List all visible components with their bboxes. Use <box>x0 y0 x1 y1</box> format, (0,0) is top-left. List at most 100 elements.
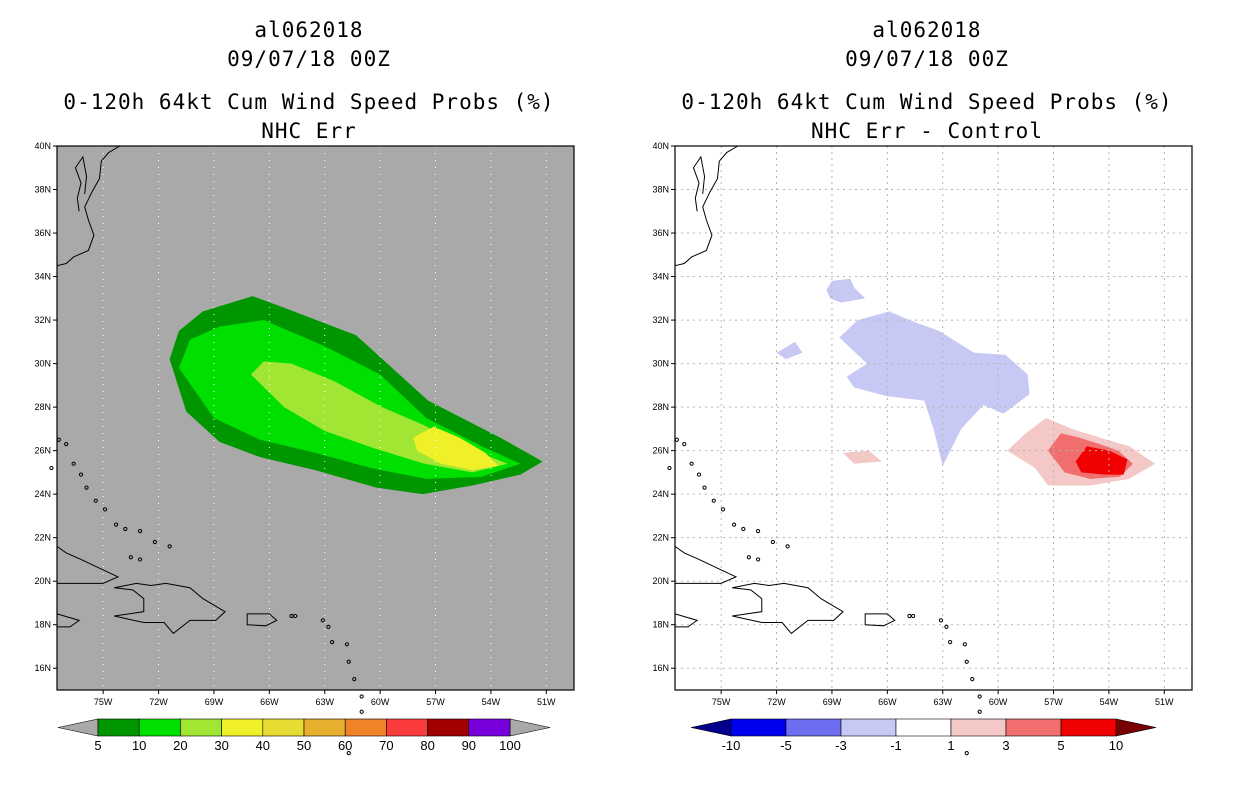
lat-tick-label: 28N <box>652 402 669 412</box>
island <box>944 624 949 629</box>
colorbar-label: -10 <box>722 738 741 753</box>
island <box>293 613 298 619</box>
lat-tick-label: 20N <box>34 576 51 586</box>
coastline-eastCoast <box>674 145 739 267</box>
contour-region <box>826 278 866 303</box>
coastline-hispaniola <box>114 582 226 635</box>
left-title: 0-120h 64kt Cum Wind Speed Probs (%) <box>63 90 555 114</box>
colorbar-swatch <box>262 718 305 737</box>
lon-tick-label: 60W <box>371 697 390 707</box>
colorbar-label: 1 <box>947 738 954 753</box>
colorbar-swatch <box>344 718 387 737</box>
colorbar-label: 10 <box>1109 738 1123 753</box>
island <box>720 507 726 512</box>
island <box>702 485 707 490</box>
lat-tick-label: 34N <box>652 272 669 282</box>
left-panel: al062018 09/07/18 00Z 0-120h 64kt Cum Wi… <box>63 18 555 143</box>
map-panel-left: 75W 72W 69W 66W 63W 60W 57W 54W 51W 16N 18N 20N 22N 2… <box>34 141 575 756</box>
lat-tick-label: 22N <box>34 533 51 543</box>
lat-tick-label: 24N <box>34 489 51 499</box>
map-frame <box>674 145 1193 691</box>
lon-tick-label: 54W <box>1100 697 1119 707</box>
island <box>113 522 119 527</box>
colorbar-swatch <box>303 718 346 737</box>
lat-tick-label: 22N <box>652 533 669 543</box>
left-storm-id: al062018 <box>254 18 364 42</box>
coastline-chesapeake <box>692 155 706 212</box>
colorbar-label: 5 <box>1057 738 1064 753</box>
island <box>167 544 172 549</box>
island <box>746 555 751 560</box>
lat-tick-label: 26N <box>652 446 669 456</box>
island <box>696 472 702 477</box>
lat-tick-label: 16N <box>652 663 669 673</box>
colorbar-swatch <box>138 718 181 737</box>
colorbar-swatch <box>1060 718 1117 737</box>
island <box>78 472 84 477</box>
colorbar-swatch <box>427 718 470 737</box>
colorbar-swatch <box>221 718 264 737</box>
contour-region <box>776 341 803 360</box>
lon-tick-label: 72W <box>767 697 786 707</box>
coastline-chesapeake <box>74 155 88 212</box>
lon-tick-label: 63W <box>315 697 334 707</box>
colorbar-label: -3 <box>835 738 847 753</box>
colorbar-above-arrow <box>1115 718 1157 737</box>
coastline-hispaniola <box>732 582 844 635</box>
contour-region <box>413 426 499 471</box>
lat-tick-label: 34N <box>34 272 51 282</box>
colorbar-label: 40 <box>256 738 270 753</box>
lon-tick-label: 57W <box>1044 697 1063 707</box>
island <box>64 442 69 447</box>
island <box>359 694 364 699</box>
colorbar-swatch <box>468 718 511 737</box>
map-panel-right: 75W 72W 69W 66W 63W 60W 57W 54W 51W 16N 18N 20N 22N 2… <box>652 141 1193 756</box>
lon-tick-label: 75W <box>94 697 113 707</box>
colorbar-swatch <box>840 718 897 737</box>
island <box>755 557 761 562</box>
island <box>970 677 975 682</box>
left-date: 09/07/18 00Z <box>227 47 391 71</box>
island <box>741 526 746 532</box>
right-title: 0-120h 64kt Cum Wind Speed Probs (%) <box>681 90 1173 114</box>
lat-tick-label: 36N <box>652 228 669 238</box>
island <box>320 618 325 623</box>
lon-tick-label: 54W <box>482 697 501 707</box>
lat-tick-label: 24N <box>652 489 669 499</box>
island <box>977 694 982 699</box>
island <box>352 677 357 682</box>
lat-tick-label: 36N <box>34 228 51 238</box>
island <box>682 442 687 447</box>
colorbar-label: 3 <box>1002 738 1009 753</box>
island <box>123 526 128 532</box>
colorbar-label: 30 <box>214 738 228 753</box>
colorbar-label: 90 <box>462 738 476 753</box>
colorbar-label: -1 <box>890 738 902 753</box>
lat-tick-label: 30N <box>652 359 669 369</box>
colorbar-label: 60 <box>338 738 352 753</box>
island <box>326 624 331 629</box>
lat-tick-label: 16N <box>34 663 51 673</box>
lat-tick-label: 28N <box>34 402 51 412</box>
island <box>731 522 737 527</box>
island <box>962 642 967 647</box>
island <box>128 555 133 560</box>
colorbar-label: 5 <box>94 738 101 753</box>
lon-tick-label: 69W <box>205 697 224 707</box>
island <box>938 618 943 623</box>
island <box>785 544 790 549</box>
island <box>359 709 364 714</box>
lat-tick-label: 40N <box>34 141 51 151</box>
lat-tick-label: 32N <box>34 315 51 325</box>
lon-tick-label: 60W <box>989 697 1008 707</box>
island <box>770 539 775 545</box>
lon-tick-label: 51W <box>1155 697 1174 707</box>
island <box>49 465 54 471</box>
right-subtitle: NHC Err - Control <box>811 119 1043 143</box>
colorbar-swatch <box>1005 718 1062 737</box>
left-subtitle: NHC Err <box>261 119 357 143</box>
colorbar-below-arrow <box>690 718 732 737</box>
lat-tick-label: 38N <box>652 185 669 195</box>
island <box>152 539 157 545</box>
colorbar: -10 -5 -3 -1 1 3 5 10 <box>690 718 1157 753</box>
